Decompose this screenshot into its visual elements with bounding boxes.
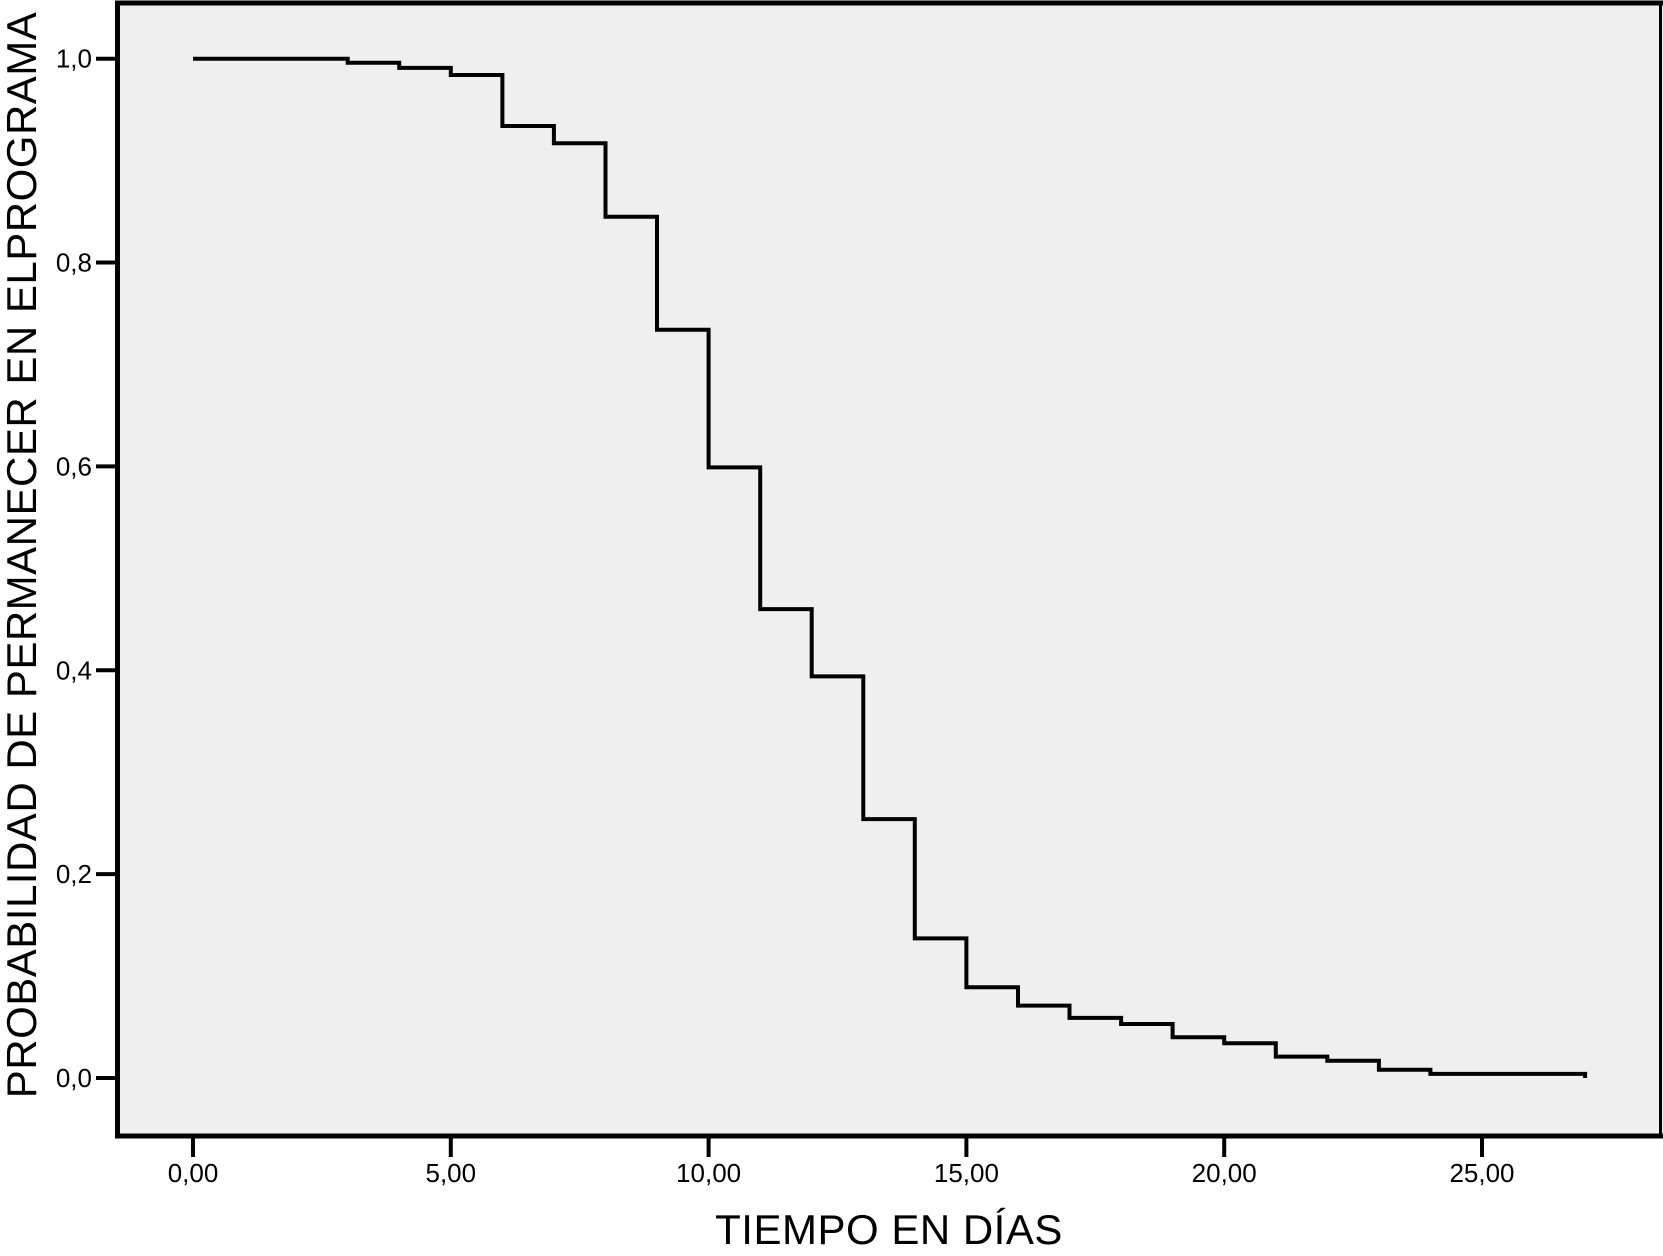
x-tick-label: 20,00 — [1192, 1158, 1257, 1188]
plot-frame — [115, 0, 1663, 1139]
y-tick-label: 0,2 — [56, 859, 92, 889]
y-tick-label: 0,4 — [56, 655, 92, 685]
x-tick-label: 10,00 — [676, 1158, 741, 1188]
x-axis-title: TIEMPO EN DÍAS — [715, 1206, 1063, 1253]
x-tick-label: 0,00 — [168, 1158, 219, 1188]
x-tick-label: 5,00 — [425, 1158, 476, 1188]
x-tick-label: 15,00 — [934, 1158, 999, 1188]
y-axis-title: PROBABILIDAD DE PERMANECER EN ELPROGRAMA — [0, 12, 45, 1099]
x-axis-ticks: 0,00 5,00 10,00 15,00 20,00 25,00 — [168, 1138, 1515, 1188]
x-tick-label: 25,00 — [1449, 1158, 1514, 1188]
y-tick-label: 1,0 — [56, 44, 92, 74]
survival-curve — [193, 56, 1588, 1078]
y-tick-label: 0,6 — [56, 451, 92, 481]
y-tick-label: 0,0 — [56, 1063, 92, 1093]
y-axis-ticks: 0,0 0,2 0,4 0,6 0,8 1,0 — [56, 44, 115, 1093]
y-tick-label: 0,8 — [56, 248, 92, 278]
plot-area — [115, 2, 1663, 1136]
